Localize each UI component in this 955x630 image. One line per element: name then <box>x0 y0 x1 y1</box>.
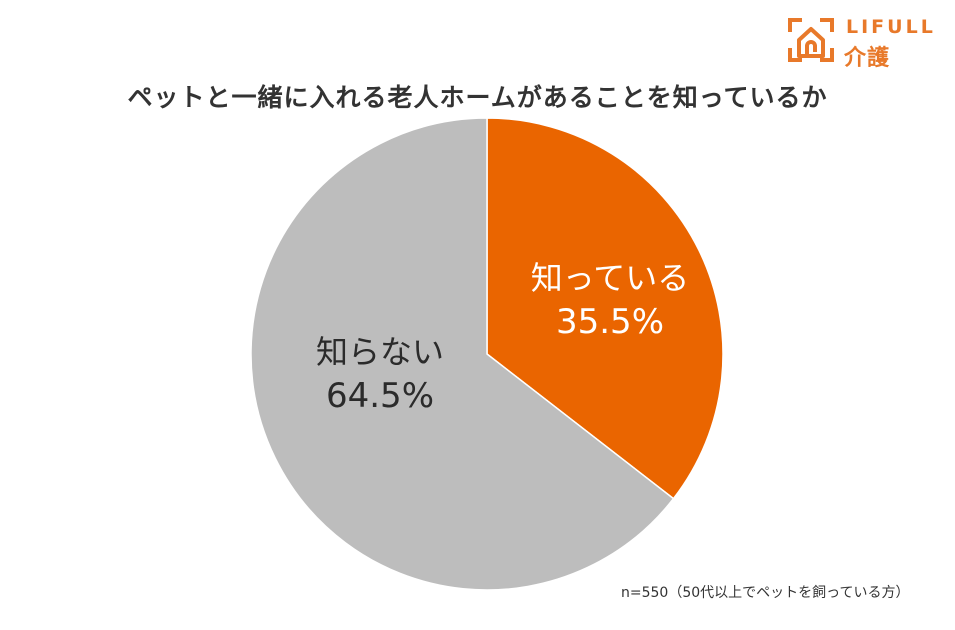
brand-wordmark: LIFULL <box>846 16 936 38</box>
slice-label-known-name: 知っている <box>530 259 690 297</box>
slice-label-unknown: 知らない 64.5% <box>280 332 480 418</box>
chart-title: ペットと一緒に入れる老人ホームがあることを知っているか <box>127 83 828 112</box>
brand-logo: LIFULL 介護 <box>786 16 946 71</box>
slice-label-unknown-value: 64.5% <box>325 375 434 416</box>
pie-slices <box>250 117 724 591</box>
brand-subtitle: 介護 <box>844 46 891 71</box>
slice-label-known: 知っている 35.5% <box>500 258 720 344</box>
pie-slice-1 <box>250 117 675 591</box>
pie-slice-0 <box>486 117 724 500</box>
sample-note: n=550（50代以上でペットを飼っている方） <box>621 585 910 601</box>
house-frame-icon <box>788 18 834 62</box>
slice-label-unknown-name: 知らない <box>315 333 444 371</box>
slice-label-known-value: 35.5% <box>555 301 664 342</box>
